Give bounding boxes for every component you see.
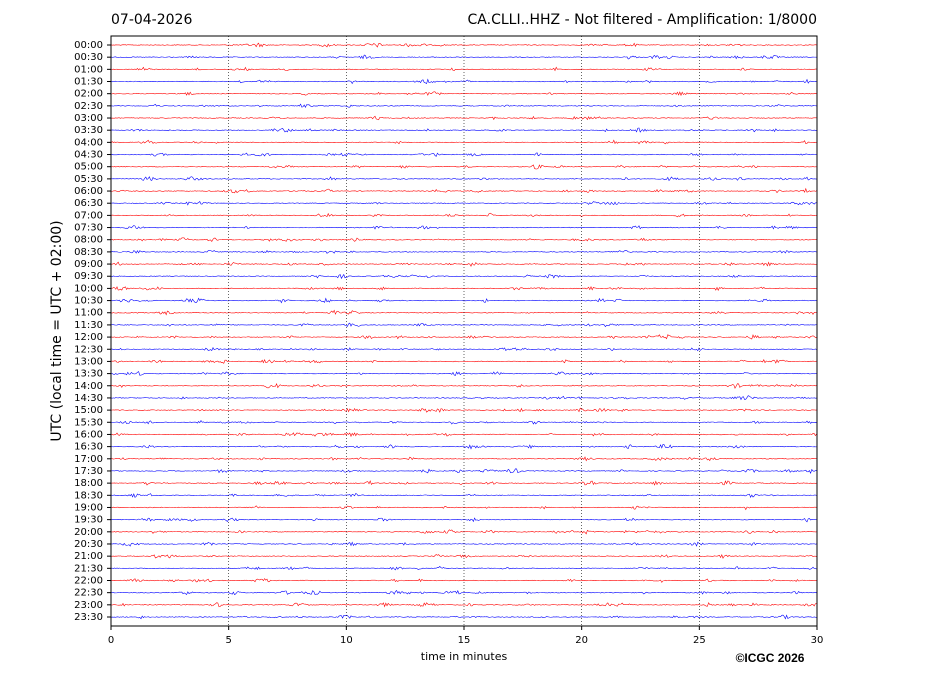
date: 07-04-2026: [111, 12, 192, 28]
trace: [110, 115, 817, 121]
trace: [110, 358, 817, 364]
y-tick-label: 12:30: [74, 344, 103, 355]
y-tick-label: 00:00: [74, 40, 103, 51]
y-tick-label: 00:30: [74, 52, 103, 63]
y-tick-label: 07:30: [74, 223, 103, 234]
trace: [110, 164, 817, 170]
y-tick-label: 05:00: [74, 162, 103, 173]
trace: [110, 334, 817, 340]
y-tick-label: 19:00: [74, 502, 103, 513]
trace: [110, 444, 817, 450]
y-tick-label: 14:00: [74, 381, 103, 392]
y-tick-label: 05:30: [74, 174, 103, 185]
y-tick-label: 01:00: [74, 64, 103, 75]
y-tick-label: 10:00: [74, 283, 103, 294]
trace: [110, 347, 817, 352]
y-tick-label: 19:30: [74, 515, 103, 526]
y-tick-label: 21:30: [74, 563, 103, 574]
trace: [110, 456, 817, 462]
y-tick-label: 15:00: [74, 405, 103, 416]
y-tick-label: 07:00: [74, 210, 103, 221]
trace: [110, 554, 817, 559]
y-tick-label: 08:00: [74, 235, 103, 246]
y-tick-label: 01:30: [74, 77, 103, 88]
y-tick-label: 17:30: [74, 466, 103, 477]
trace: [110, 468, 817, 474]
trace: [110, 237, 817, 243]
y-tick-label: 11:30: [74, 320, 103, 331]
trace: [110, 566, 817, 571]
trace: [110, 395, 817, 401]
x-tick-label: 0: [108, 635, 114, 646]
y-tick-label: 22:30: [74, 588, 103, 599]
y-tick-label: 06:30: [74, 198, 103, 209]
y-tick-label: 04:30: [74, 150, 103, 161]
y-tick-label: 23:00: [74, 600, 103, 611]
trace: [110, 407, 817, 413]
y-tick-label: 22:00: [74, 575, 103, 586]
trace: [110, 541, 817, 547]
y-tick-label: 16:30: [74, 442, 103, 453]
trace: [110, 480, 817, 486]
y-tick-label: 11:00: [74, 308, 103, 319]
y-tick-label: 20:30: [74, 539, 103, 550]
x-tick-label: 25: [693, 635, 706, 646]
trace: [110, 139, 817, 145]
x-tick-label: 30: [811, 635, 824, 646]
y-tick-label: 12:00: [74, 332, 103, 343]
x-axis-label: time in minutes: [421, 650, 508, 663]
chart-title: CA.CLLI..HHZ - Not filtered - Amplificat…: [468, 12, 817, 28]
trace: [110, 589, 817, 596]
y-tick-label: 14:30: [74, 393, 103, 404]
trace: [110, 66, 817, 72]
trace: [110, 578, 817, 583]
trace: [110, 419, 817, 425]
y-tick-label: 18:00: [74, 478, 103, 489]
trace: [110, 127, 817, 133]
y-tick-label: 02:30: [74, 101, 103, 112]
y-tick-label: 09:30: [74, 271, 103, 282]
y-tick-label: 17:00: [74, 454, 103, 465]
y-tick-label: 04:00: [74, 137, 103, 148]
x-tick-label: 10: [340, 635, 353, 646]
y-tick-label: 23:30: [74, 612, 103, 623]
y-tick-label: 16:00: [74, 429, 103, 440]
trace: [110, 200, 817, 206]
trace: [111, 225, 817, 230]
y-tick-label: 09:00: [74, 259, 103, 270]
trace: [110, 187, 817, 194]
y-tick-label: 13:00: [74, 356, 103, 367]
trace: [110, 432, 817, 438]
x-tick-label: 5: [225, 635, 231, 646]
y-tick-label: 03:30: [74, 125, 103, 136]
y-tick-label: 06:00: [74, 186, 103, 197]
x-tick-label: 15: [458, 635, 471, 646]
y-tick-label: 21:00: [74, 551, 103, 562]
y-axis-label: UTC (local time = UTC + 02:00): [49, 220, 65, 441]
trace: [110, 614, 817, 620]
credit: ©ICGC 2026: [736, 651, 805, 665]
trace: [110, 152, 817, 157]
y-tick-label: 13:30: [74, 369, 103, 380]
y-tick-label: 08:30: [74, 247, 103, 258]
y-tick-label: 18:30: [74, 490, 103, 501]
x-tick-label: 20: [575, 635, 588, 646]
y-tick-label: 02:00: [74, 89, 103, 100]
trace: [110, 371, 817, 376]
y-tick-label: 20:00: [74, 527, 103, 538]
trace: [110, 212, 817, 218]
y-tick-label: 10:30: [74, 296, 103, 307]
trace: [110, 176, 817, 182]
y-tick-label: 15:30: [74, 417, 103, 428]
y-tick-label: 03:00: [74, 113, 103, 124]
trace: [110, 602, 817, 608]
trace: [110, 383, 817, 389]
